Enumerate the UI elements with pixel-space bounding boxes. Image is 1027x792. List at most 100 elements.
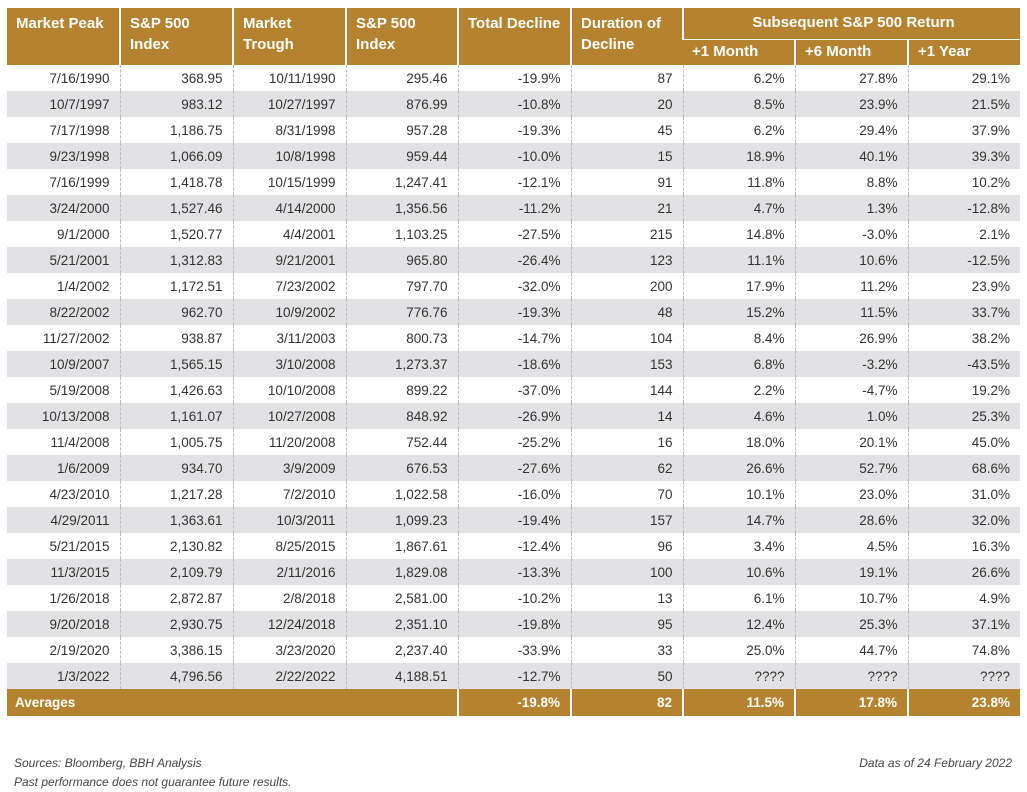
- cell-sp500-index-peak: 934.70: [119, 455, 233, 481]
- cell-sp500-index-trough: 876.99: [345, 91, 458, 117]
- header-duration-of-decline: Duration of Decline: [570, 8, 683, 65]
- cell-plus-1-year: 23.9%: [907, 273, 1021, 299]
- cell-sp500-index-peak: 1,426.63: [119, 377, 233, 403]
- cell-duration: 91: [570, 169, 683, 195]
- cell-total-decline: -10.0%: [457, 143, 571, 169]
- cell-market-trough: 10/11/1990: [232, 65, 346, 91]
- cell-duration: 20: [570, 91, 683, 117]
- cell-duration: 48: [570, 299, 683, 325]
- header-sp500-index-peak: S&P 500 Index: [119, 8, 233, 65]
- cell-market-peak: 10/7/1997: [7, 91, 120, 117]
- cell-total-decline: -10.2%: [457, 585, 571, 611]
- cell-plus-6-month: 40.1%: [794, 143, 908, 169]
- cell-duration: 200: [570, 273, 683, 299]
- cell-plus-1-year: ????: [907, 663, 1021, 689]
- cell-plus-1-month: 11.1%: [682, 247, 795, 273]
- averages-plus-1-month: 11.5%: [682, 689, 795, 716]
- cell-duration: 104: [570, 325, 683, 351]
- cell-plus-1-month: 14.7%: [682, 507, 795, 533]
- cell-sp500-index-trough: 957.28: [345, 117, 458, 143]
- cell-plus-6-month: 11.5%: [794, 299, 908, 325]
- cell-market-trough: 3/10/2008: [232, 351, 346, 377]
- cell-sp500-index-peak: 368.95: [119, 65, 233, 91]
- cell-plus-1-year: 32.0%: [907, 507, 1021, 533]
- header-plus-6-month: +6 Month: [794, 39, 908, 65]
- cell-plus-1-year: 25.3%: [907, 403, 1021, 429]
- cell-market-trough: 2/11/2016: [232, 559, 346, 585]
- cell-market-peak: 1/26/2018: [49, 590, 110, 606]
- table-row: 9/1/2000 1,520.77 4/4/2001 1,103.25 -27.5% 21…: [7, 221, 1021, 247]
- cell-sp500-index-trough: 1,273.37: [345, 351, 458, 377]
- cell-market-peak: 11/3/2015: [7, 559, 120, 585]
- cell-market-trough: 10/8/1998: [232, 143, 346, 169]
- header-plus-1-year: +1 Year: [906, 39, 1021, 65]
- market-decline-table: Market Peak S&P 500 Index Market Trough …: [7, 8, 1021, 716]
- averages-label: Averages: [7, 689, 458, 716]
- cell-sp500-index-peak: 983.12: [119, 91, 233, 117]
- cell-sp500-index-peak: 1,312.83: [119, 247, 233, 273]
- cell-duration: 95: [570, 611, 683, 637]
- cell-duration: 14: [570, 403, 683, 429]
- cell-market-peak: 1/4/2002: [56, 278, 110, 294]
- cell-total-decline: -19.3%: [457, 117, 571, 143]
- cell-sp500-index-trough: 965.80: [345, 247, 458, 273]
- cell-sp500-index-peak: 962.70: [119, 299, 233, 325]
- cell-duration: 45: [570, 117, 683, 143]
- cell-total-decline: -25.2%: [457, 429, 571, 455]
- table-row: 7/17/1998 1,186.75 8/31/1998 957.28 -19.3% 45…: [7, 117, 1021, 143]
- cell-sp500-index-trough: 1,247.41: [345, 169, 458, 195]
- cell-duration: 70: [570, 481, 683, 507]
- cell-duration: 100: [570, 559, 683, 585]
- cell-plus-6-month: -4.7%: [794, 377, 908, 403]
- cell-plus-1-month: 6.1%: [682, 585, 795, 611]
- table-row: 2/19/2020 3,386.15 3/23/2020 2,237.40 -33.9%…: [7, 637, 1021, 663]
- cell-total-decline: -19.8%: [457, 611, 571, 637]
- header-market-trough: Market Trough: [232, 8, 346, 65]
- averages-duration: 82: [570, 689, 683, 716]
- cell-market-trough: 10/9/2002: [232, 299, 346, 325]
- table-row: 11/3/2015 2,109.79 2/11/2016 1,829.08 -13.3%…: [7, 559, 1021, 585]
- cell-sp500-index-trough: 776.76: [345, 299, 458, 325]
- cell-market-trough: 2/8/2018: [232, 585, 346, 611]
- cell-total-decline: -33.9%: [457, 637, 571, 663]
- cell-market-peak: 9/20/2018: [7, 611, 120, 637]
- cell-total-decline: -19.3%: [457, 299, 571, 325]
- cell-plus-6-month: -3.2%: [794, 351, 908, 377]
- cell-plus-6-month: 10.6%: [794, 247, 908, 273]
- cell-plus-6-month: 29.4%: [794, 117, 908, 143]
- disclaimer-note: Past performance does not guarantee futu…: [14, 775, 292, 789]
- cell-total-decline: -32.0%: [457, 273, 571, 299]
- cell-total-decline: -37.0%: [457, 377, 571, 403]
- cell-total-decline: -27.5%: [457, 221, 571, 247]
- cell-plus-6-month: 1.0%: [794, 403, 908, 429]
- cell-sp500-index-peak: 3,386.15: [119, 637, 233, 663]
- cell-sp500-index-peak: 2,130.82: [119, 533, 233, 559]
- cell-sp500-index-peak: 1,527.46: [119, 195, 233, 221]
- table-row: 5/21/2015 2,130.82 8/25/2015 1,867.61 -12.4%…: [7, 533, 1021, 559]
- cell-plus-1-year: 29.1%: [907, 65, 1021, 91]
- cell-total-decline: -11.2%: [457, 195, 571, 221]
- cell-market-peak: 10/9/2007: [7, 351, 120, 377]
- cell-plus-6-month: ????: [794, 663, 908, 689]
- cell-plus-1-year: 68.6%: [907, 455, 1021, 481]
- cell-market-peak: 11/4/2008: [50, 434, 110, 450]
- cell-plus-1-month: 11.8%: [682, 169, 795, 195]
- cell-sp500-index-trough: 848.92: [345, 403, 458, 429]
- cell-sp500-index-trough: 676.53: [345, 455, 458, 481]
- cell-plus-1-year: 16.3%: [907, 533, 1021, 559]
- cell-plus-1-month: 18.9%: [682, 143, 795, 169]
- cell-market-peak: 11/27/2002: [42, 330, 110, 346]
- cell-plus-1-month: 26.6%: [682, 455, 795, 481]
- cell-total-decline: -12.7%: [457, 663, 571, 689]
- averages-plus-6-month: 17.8%: [794, 689, 908, 716]
- cell-sp500-index-peak: 1,565.15: [119, 351, 233, 377]
- cell-sp500-index-peak: 1,217.28: [119, 481, 233, 507]
- table-row: 8/22/2002 962.70 10/9/2002 776.76 -19.3% 48 15…: [7, 299, 1021, 325]
- cell-duration: 50: [570, 663, 683, 689]
- table-row: 10/13/2008 1,161.07 10/27/2008 848.92 -26.9%…: [7, 403, 1021, 429]
- cell-total-decline: -12.1%: [457, 169, 571, 195]
- table-row: 10/7/1997 983.12 10/27/1997 876.99 -10.8% 20 8…: [7, 91, 1021, 117]
- cell-market-trough: 10/15/1999: [232, 169, 346, 195]
- cell-duration: 153: [570, 351, 683, 377]
- table-row: 4/23/2010 1,217.28 7/2/2010 1,022.58 -16.0% 7…: [7, 481, 1021, 507]
